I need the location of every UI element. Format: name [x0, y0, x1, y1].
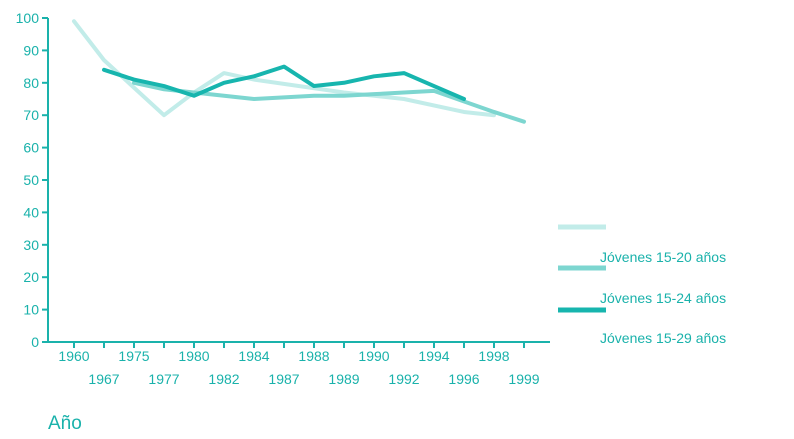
- y-tick-label: 90: [23, 42, 39, 58]
- x-tick-label: 1967: [88, 371, 119, 387]
- x-tick-label: 1988: [298, 348, 329, 364]
- x-axis-title: Año: [48, 413, 82, 434]
- x-tick-label: 1992: [388, 371, 419, 387]
- legend-label-3: Jóvenes 15-29 años: [600, 330, 726, 346]
- y-tick-label: 0: [31, 334, 39, 350]
- y-tick-label: 70: [23, 107, 39, 123]
- legend-label-1: Jóvenes 15-20 años: [600, 249, 726, 265]
- series-line-2: [132, 80, 526, 124]
- series-line-1: [72, 19, 496, 118]
- series-line-3: [102, 64, 466, 101]
- x-tick-label: 1998: [478, 348, 509, 364]
- y-tick-label: 40: [23, 204, 39, 220]
- legend-label-2: Jóvenes 15-24 años: [600, 290, 726, 306]
- x-tick-label: 1982: [208, 371, 239, 387]
- y-tick-label: 100: [16, 10, 40, 26]
- x-tick-label: 1960: [58, 348, 89, 364]
- x-tick-label: 1977: [148, 371, 179, 387]
- x-tick-label: 1975: [118, 348, 149, 364]
- x-tick-label: 1989: [328, 371, 359, 387]
- y-tick-label: 60: [23, 140, 39, 156]
- x-tick-label: 1990: [358, 348, 389, 364]
- x-tick-label: 1994: [418, 348, 449, 364]
- x-tick-label: 1999: [508, 371, 539, 387]
- x-tick-label: 1980: [178, 348, 209, 364]
- x-tick-label: 1984: [238, 348, 269, 364]
- axes: 0 10 20 30 40 50 60 70 80 90 100 1960 1967 1975 1977 19…: [16, 10, 550, 387]
- y-tick-label: 50: [23, 172, 39, 188]
- x-tick-label: 1987: [268, 371, 299, 387]
- y-tick-label: 20: [23, 269, 39, 285]
- y-tick-label: 10: [23, 302, 39, 318]
- series-lines: [72, 19, 526, 124]
- legend: Jóvenes 15-20 años Jóvenes 15-24 años Jóve…: [558, 224, 726, 346]
- x-tick-label: 1996: [448, 371, 479, 387]
- y-tick-label: 30: [23, 237, 39, 253]
- y-tick-label: 80: [23, 75, 39, 91]
